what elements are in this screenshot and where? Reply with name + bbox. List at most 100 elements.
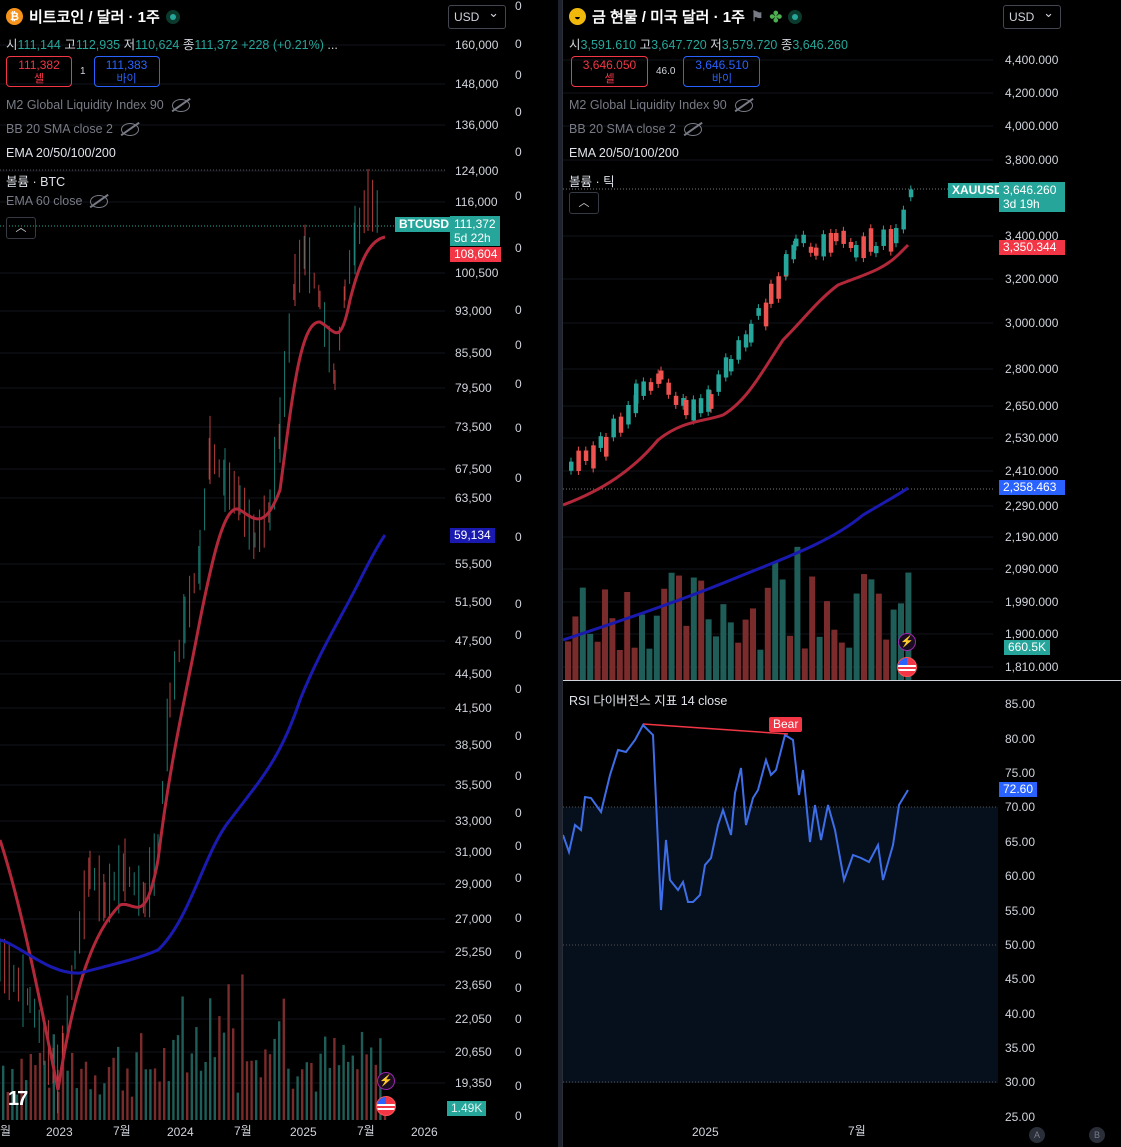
volume-bar bbox=[71, 1052, 74, 1120]
indicator-volume[interactable]: 볼륨 · BTC bbox=[6, 175, 66, 189]
lightning-event-icon[interactable]: ⚡ bbox=[898, 633, 916, 651]
indicator-ema[interactable]: EMA 20/50/100/200 bbox=[569, 146, 679, 160]
sell-button[interactable]: 111,382 셀 bbox=[6, 56, 72, 87]
gold-chart-panel[interactable]: ◒ 금 현물 / 미국 달러 · 1주 ⚑ ✤ 시3,591.610 고3,64… bbox=[562, 0, 1121, 1147]
candle-body bbox=[848, 241, 854, 249]
volume-bar bbox=[43, 1060, 46, 1120]
volume-axis-label: 0 bbox=[515, 628, 522, 642]
hidden-eye-icon[interactable] bbox=[684, 122, 703, 136]
volume-bar bbox=[328, 1067, 331, 1120]
hidden-eye-icon[interactable] bbox=[734, 98, 753, 112]
toggle-button[interactable]: B bbox=[1089, 1127, 1105, 1143]
volume-bar bbox=[698, 580, 705, 680]
indicator-bb[interactable]: BB 20 SMA close 2 bbox=[569, 122, 703, 136]
indicator-ema60[interactable]: EMA 60 close bbox=[6, 194, 109, 208]
clover-icon[interactable]: ✤ bbox=[769, 8, 783, 26]
symbol-title: 금 현물 / 미국 달러 · 1주 bbox=[592, 9, 745, 26]
candle-body bbox=[691, 399, 696, 421]
price-axis-label: 67,500 bbox=[455, 462, 492, 476]
indicator-bb[interactable]: BB 20 SMA close 2 bbox=[6, 122, 140, 136]
volume-bar bbox=[661, 588, 668, 680]
symbol-header[interactable]: ₿ 비트코인 / 달러 · 1주 bbox=[6, 6, 180, 27]
volume-bar bbox=[38, 1052, 42, 1120]
sell-button[interactable]: 3,646.050 셀 bbox=[571, 56, 648, 87]
indicator-m2[interactable]: M2 Global Liquidity Index 90 bbox=[569, 98, 753, 112]
candle-body bbox=[743, 334, 749, 348]
volume-bar bbox=[370, 1047, 373, 1120]
volume-bar bbox=[75, 1088, 78, 1120]
volume-bar bbox=[713, 636, 719, 680]
price-axis-label: 22,050 bbox=[455, 1012, 492, 1026]
buy-button[interactable]: 3,646.510 바이 bbox=[683, 56, 761, 87]
hidden-eye-icon[interactable] bbox=[171, 98, 190, 112]
tradingview-logo[interactable]: 17 bbox=[8, 1088, 28, 1110]
symbol-header[interactable]: ◒ 금 현물 / 미국 달러 · 1주 ⚑ ✤ bbox=[569, 6, 803, 27]
price-axis-label: 160,000 bbox=[455, 38, 499, 52]
time-axis-label: 2024 bbox=[167, 1125, 194, 1139]
buy-button[interactable]: 111,383 바이 bbox=[93, 56, 160, 87]
candle-body bbox=[681, 398, 686, 406]
volume-bar bbox=[29, 1053, 32, 1120]
price-axis-label: 63,500 bbox=[455, 491, 492, 505]
time-axis-label: 7월 bbox=[848, 1124, 866, 1138]
hidden-eye-icon[interactable] bbox=[121, 122, 140, 136]
panel-divider[interactable] bbox=[558, 0, 562, 1147]
collapse-legend-button[interactable]: ︿ bbox=[6, 217, 36, 239]
candle-body bbox=[634, 383, 639, 404]
indicator-volume[interactable]: 볼륨 · 틱 bbox=[569, 175, 615, 189]
price-axis-label: 4,000.000 bbox=[1005, 119, 1059, 133]
volume-axis-label: 0 bbox=[515, 1109, 522, 1123]
candle-body bbox=[769, 283, 774, 304]
volume-bar bbox=[742, 619, 749, 680]
candle-body bbox=[666, 382, 671, 395]
volume-bar bbox=[107, 1067, 111, 1120]
rsi-axis-label: 75.00 bbox=[1005, 766, 1036, 780]
volume-bar bbox=[365, 1054, 368, 1120]
volume-bar bbox=[236, 1092, 239, 1120]
price-axis-label: 19,350 bbox=[455, 1076, 492, 1090]
candle-body bbox=[854, 245, 859, 258]
price-axis-label: 20,650 bbox=[455, 1045, 492, 1059]
price-axis-label: 51,500 bbox=[455, 595, 492, 609]
btc-chart-canvas[interactable] bbox=[0, 0, 558, 1147]
volume-bar bbox=[764, 587, 771, 680]
rsi-indicator-title[interactable]: RSI 다이버전스 지표 14 close bbox=[569, 694, 728, 708]
candle-body bbox=[776, 276, 781, 299]
volume-bar bbox=[853, 593, 860, 680]
candle-body bbox=[841, 230, 846, 244]
volume-bar bbox=[838, 642, 845, 680]
collapse-legend-button[interactable]: ︿ bbox=[569, 192, 599, 214]
volume-axis-label: 0 bbox=[515, 68, 522, 82]
volume-axis-label: 0 bbox=[515, 303, 522, 317]
price-axis-label: 1,810.000 bbox=[1005, 660, 1059, 674]
volume-axis-label: 0 bbox=[515, 1079, 522, 1093]
auto-scale-button[interactable]: A bbox=[1029, 1127, 1045, 1143]
volume-bar bbox=[181, 996, 184, 1120]
us-flag-event-icon[interactable] bbox=[376, 1096, 396, 1116]
volume-bar bbox=[250, 1060, 253, 1120]
volume-bar bbox=[163, 1047, 166, 1120]
pane-separator[interactable] bbox=[563, 680, 1121, 681]
volume-bar bbox=[824, 601, 830, 680]
price-axis-label: 79,500 bbox=[455, 381, 492, 395]
rsi-line bbox=[563, 723, 909, 911]
volume-bar bbox=[186, 1072, 189, 1120]
candle-body bbox=[794, 238, 799, 247]
hidden-eye-icon[interactable] bbox=[90, 194, 109, 208]
btc-chart-panel[interactable]: ₿ 비트코인 / 달러 · 1주 시111,144 고112,935 저110,… bbox=[0, 0, 558, 1147]
indicator-ema[interactable]: EMA 20/50/100/200 bbox=[6, 146, 116, 160]
lightning-event-icon[interactable]: ⚡ bbox=[377, 1072, 395, 1090]
volume-bar bbox=[176, 1035, 180, 1120]
gold-chart-canvas[interactable] bbox=[563, 0, 1121, 1147]
currency-select[interactable]: USD bbox=[1003, 2, 1061, 29]
indicator-m2[interactable]: M2 Global Liquidity Index 90 bbox=[6, 98, 190, 112]
us-flag-event-icon[interactable] bbox=[897, 657, 917, 677]
candle-body bbox=[881, 229, 886, 246]
ema-short-line bbox=[563, 243, 910, 507]
flag-marker-icon[interactable]: ⚑ bbox=[750, 8, 764, 24]
price-axis-label: 2,650.000 bbox=[1005, 399, 1059, 413]
price-axis-label: 3,800.000 bbox=[1005, 153, 1059, 167]
price-axis-label: 2,800.000 bbox=[1005, 362, 1059, 376]
currency-select[interactable]: USD bbox=[448, 2, 506, 29]
volume-bar bbox=[565, 641, 571, 680]
